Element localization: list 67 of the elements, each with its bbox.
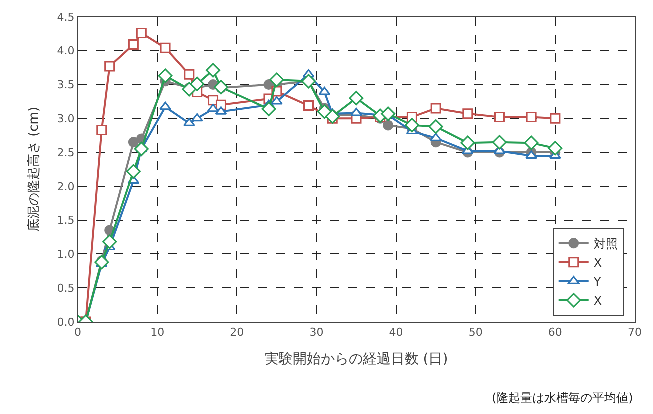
y-axis-title: 底泥の隆起高さ (cm) xyxy=(26,106,42,232)
x-tick-label: 30 xyxy=(310,326,324,340)
y-tick-label: 1.5 xyxy=(57,214,75,228)
x-tick-label: 10 xyxy=(150,326,165,340)
point xyxy=(182,82,197,97)
y-tick-label: 0.5 xyxy=(57,282,75,295)
point xyxy=(325,109,340,124)
x-axis-title: 実験開始からの経過日数 (日) xyxy=(264,352,448,368)
point xyxy=(350,108,362,116)
point xyxy=(191,113,204,122)
point xyxy=(190,76,205,92)
point xyxy=(548,141,563,156)
x-tick-label: 50 xyxy=(468,326,483,340)
x-tick-label: 60 xyxy=(548,326,562,340)
point xyxy=(492,135,507,150)
point xyxy=(128,40,139,50)
y-tick-label: 2.0 xyxy=(57,180,75,194)
point xyxy=(214,80,228,95)
y-tick-label: 3.5 xyxy=(57,78,75,92)
point xyxy=(128,137,139,148)
y-tick-label: 1.0 xyxy=(57,248,75,262)
point xyxy=(207,104,220,112)
text: (隆起量は水槽毎の平均値) xyxy=(492,391,634,405)
point xyxy=(428,120,444,134)
point xyxy=(184,69,195,80)
point xyxy=(524,136,539,150)
point xyxy=(160,42,171,54)
point xyxy=(104,61,116,72)
x-tick-label: 20 xyxy=(230,326,244,340)
point xyxy=(383,120,394,131)
point xyxy=(302,74,316,89)
legend-label: Y xyxy=(592,275,602,290)
x-tick-label: 70 xyxy=(628,326,642,340)
legend-label: 対照 xyxy=(594,237,618,252)
x-tick-label: 40 xyxy=(389,326,404,340)
point xyxy=(462,108,474,120)
point xyxy=(134,142,149,156)
point xyxy=(550,113,561,124)
y-tick-label: 0.0 xyxy=(57,316,75,329)
legend-label: X xyxy=(594,294,602,308)
point xyxy=(460,136,476,150)
point xyxy=(262,102,276,116)
point xyxy=(160,102,172,110)
point xyxy=(126,164,141,179)
point xyxy=(158,68,173,84)
point xyxy=(206,63,221,78)
point xyxy=(270,96,283,105)
point xyxy=(94,255,110,270)
point xyxy=(430,103,442,114)
point xyxy=(494,112,505,123)
y-tick-label: 4.5 xyxy=(57,10,75,24)
point xyxy=(349,91,364,106)
x-tick-label: 0 xyxy=(74,326,82,340)
point xyxy=(317,104,332,120)
y-tick-label: 4.0 xyxy=(57,44,75,58)
point xyxy=(404,118,420,133)
y-tick-label: 3.0 xyxy=(57,112,75,126)
point xyxy=(270,72,284,88)
point xyxy=(102,234,118,250)
point xyxy=(136,28,147,39)
point xyxy=(304,100,314,112)
point xyxy=(318,86,331,96)
point xyxy=(381,106,396,122)
point xyxy=(96,124,108,136)
point xyxy=(526,112,537,123)
y-tick-label: 2.5 xyxy=(57,146,75,160)
legend-label: X xyxy=(594,256,602,270)
